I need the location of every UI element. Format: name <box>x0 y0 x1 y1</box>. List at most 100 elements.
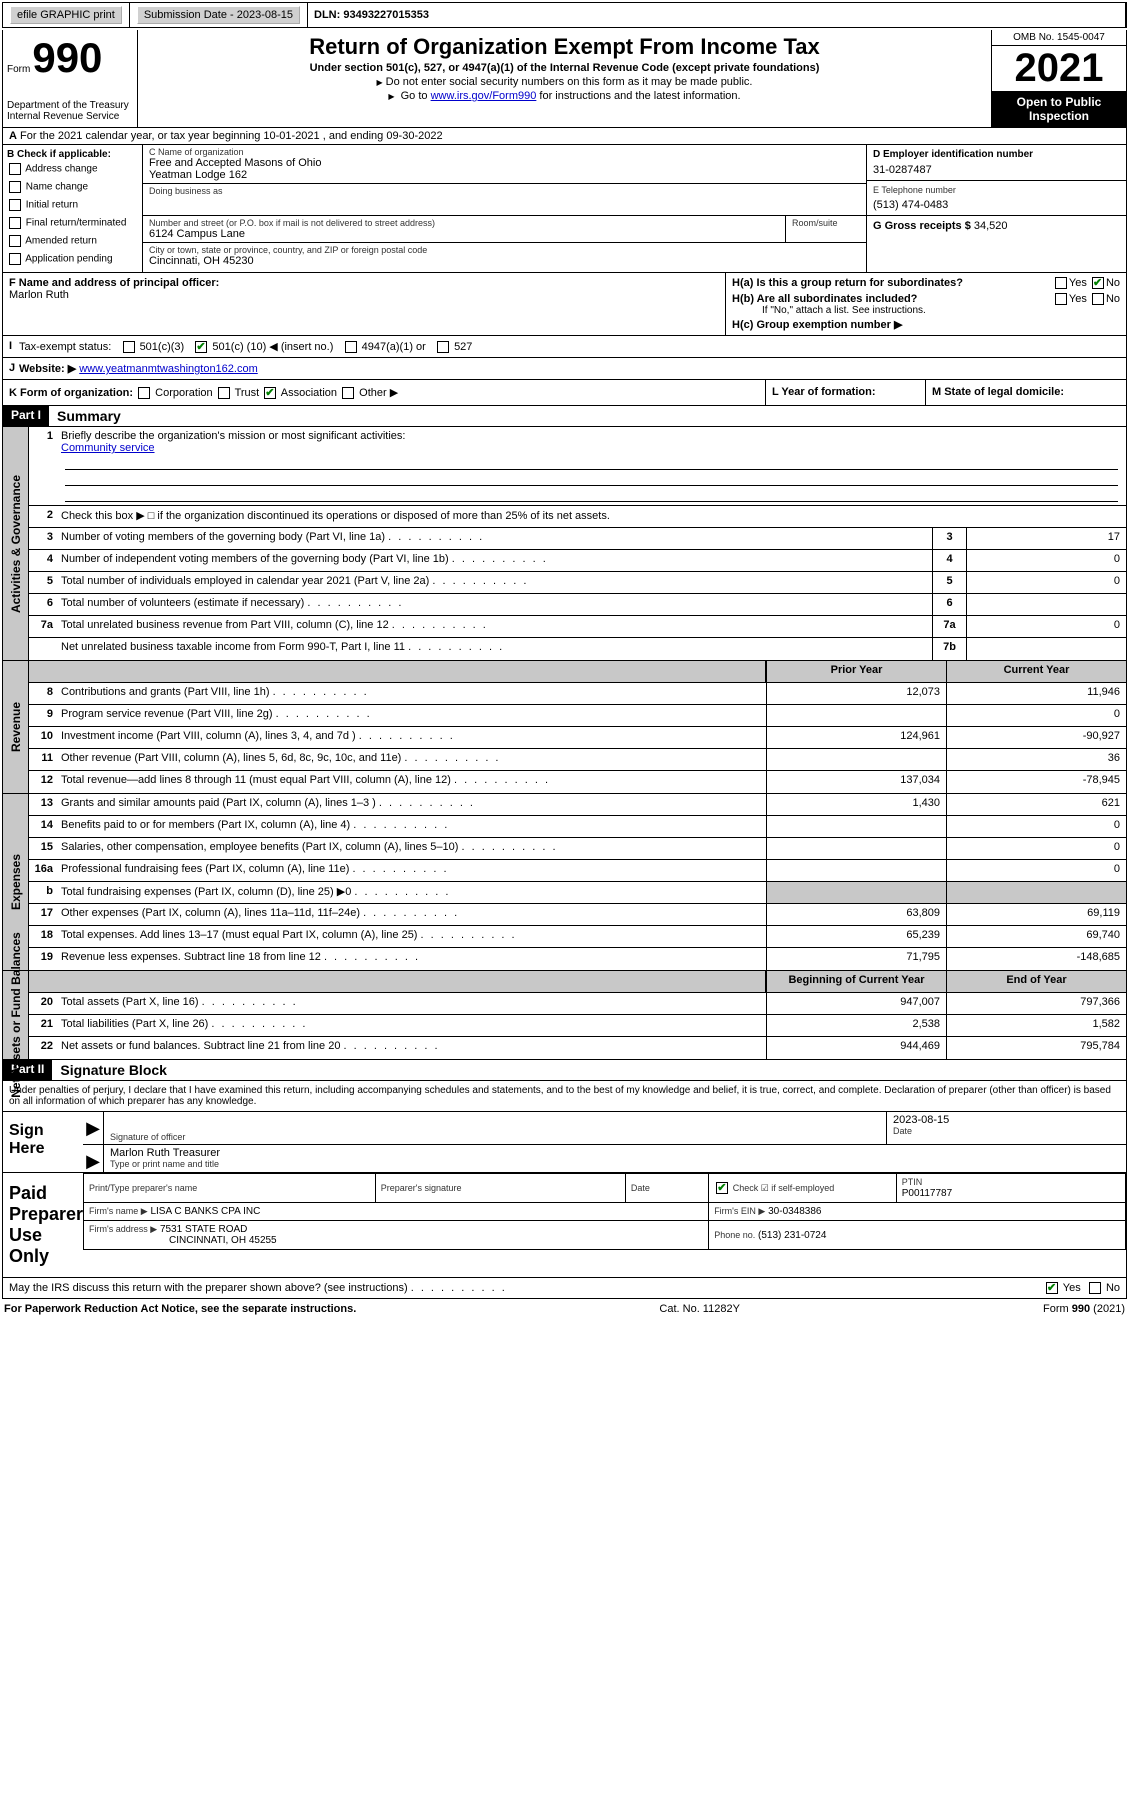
room-label: Room/suite <box>792 218 860 228</box>
table-row: 17Other expenses (Part IX, column (A), l… <box>29 904 1126 926</box>
table-row: 19Revenue less expenses. Subtract line 1… <box>29 948 1126 970</box>
ha-no[interactable] <box>1092 277 1104 289</box>
dba-label: Doing business as <box>149 186 860 196</box>
table-row: 14Benefits paid to or for members (Part … <box>29 816 1126 838</box>
col-prior: Prior Year <box>766 661 946 682</box>
dept-treasury: Department of the Treasury <box>7 100 133 111</box>
hb-label: H(b) Are all subordinates included? <box>732 293 917 305</box>
table-row: Net unrelated business taxable income fr… <box>29 638 1126 660</box>
row-j: J Website: ▶ www.yeatmanmtwashington162.… <box>2 358 1127 380</box>
subtitle-1: Under section 501(c), 527, or 4947(a)(1)… <box>146 62 983 74</box>
discuss-no[interactable] <box>1089 1282 1101 1294</box>
section-revenue: Revenue Prior Year Current Year 8Contrib… <box>2 661 1127 794</box>
chk-4947[interactable] <box>345 341 357 353</box>
top-toolbar: efile GRAPHIC print Submission Date - 20… <box>2 2 1127 28</box>
chk-assoc[interactable] <box>264 387 276 399</box>
line-2: Check this box ▶ □ if the organization d… <box>57 506 1126 527</box>
ha-yes[interactable] <box>1055 277 1067 289</box>
table-row: 11Other revenue (Part VIII, column (A), … <box>29 749 1126 771</box>
part-1-title: Summary <box>49 406 129 426</box>
table-row: 21Total liabilities (Part X, line 26) 2,… <box>29 1015 1126 1037</box>
footer-left: For Paperwork Reduction Act Notice, see … <box>4 1303 356 1315</box>
table-row: 5Total number of individuals employed in… <box>29 572 1126 594</box>
signature-intro: Under penalties of perjury, I declare th… <box>2 1081 1127 1112</box>
irs-label: Internal Revenue Service <box>7 111 133 122</box>
paid-preparer-label: Paid Preparer Use Only <box>3 1173 83 1277</box>
section-net-assets: Net Assets or Fund Balances Beginning of… <box>2 971 1127 1060</box>
street-label: Number and street (or P.O. box if mail i… <box>149 218 779 228</box>
side-net: Net Assets or Fund Balances <box>9 932 23 1098</box>
hb-note: If "No," attach a list. See instructions… <box>762 305 1120 316</box>
open-public-badge: Open to Public Inspection <box>992 91 1126 127</box>
chk-initial-return[interactable] <box>9 199 21 211</box>
row-i: I Tax-exempt status: 501(c)(3) 501(c) (1… <box>2 336 1127 358</box>
table-row: 9Program service revenue (Part VIII, lin… <box>29 705 1126 727</box>
chk-address-change[interactable] <box>9 163 21 175</box>
side-rev: Revenue <box>9 702 23 752</box>
col-b-checkboxes: B Check if applicable: Address change Na… <box>3 145 143 272</box>
hb-no[interactable] <box>1092 293 1104 305</box>
sig-arrow-icon: ▶ <box>83 1112 103 1144</box>
mission-link[interactable]: Community service <box>61 442 155 454</box>
omb-number: OMB No. 1545-0047 <box>992 30 1126 46</box>
submission-date-button[interactable]: Submission Date - 2023-08-15 <box>137 6 300 24</box>
table-row: 12Total revenue—add lines 8 through 11 (… <box>29 771 1126 793</box>
f-label: F Name and address of principal officer: <box>9 277 719 289</box>
irs-link[interactable]: www.irs.gov/Form990 <box>431 90 537 102</box>
col-end: End of Year <box>946 971 1126 992</box>
chk-corp[interactable] <box>138 387 150 399</box>
discuss-yes[interactable] <box>1046 1282 1058 1294</box>
form-word: Form <box>7 64 30 75</box>
part-1-header: Part I <box>3 406 49 426</box>
table-row: 20Total assets (Part X, line 16) 947,007… <box>29 993 1126 1015</box>
chk-self-emp[interactable] <box>716 1182 728 1194</box>
org-name-2: Yeatman Lodge 162 <box>149 169 860 181</box>
chk-final-return[interactable] <box>9 217 21 229</box>
dln-label: DLN: 93493227015353 <box>308 3 1126 27</box>
subtitle-3: Go to www.irs.gov/Form990 for instructio… <box>146 90 983 102</box>
table-row: 13Grants and similar amounts paid (Part … <box>29 794 1126 816</box>
chk-amended[interactable] <box>9 235 21 247</box>
table-row: bTotal fundraising expenses (Part IX, co… <box>29 882 1126 904</box>
hb-yes[interactable] <box>1055 293 1067 305</box>
g-label: G Gross receipts $ <box>873 220 971 232</box>
gross-receipts: 34,520 <box>974 220 1008 232</box>
table-row: 10Investment income (Part VIII, column (… <box>29 727 1126 749</box>
chk-501c[interactable] <box>195 341 207 353</box>
paid-preparer-block: Paid Preparer Use Only Print/Type prepar… <box>2 1173 1127 1278</box>
subtitle-2: Do not enter social security numbers on … <box>146 76 983 88</box>
e-label: E Telephone number <box>873 185 1120 195</box>
table-row: 4Number of independent voting members of… <box>29 550 1126 572</box>
hc-label: H(c) Group exemption number ▶ <box>732 319 902 331</box>
table-row: 15Salaries, other compensation, employee… <box>29 838 1126 860</box>
sign-here-block: Sign Here ▶ Signature of officer 2023-08… <box>2 1112 1127 1173</box>
chk-name-change[interactable] <box>9 181 21 193</box>
chk-other[interactable] <box>342 387 354 399</box>
form-title: Return of Organization Exempt From Incom… <box>146 34 983 60</box>
table-row: 16aProfessional fundraising fees (Part I… <box>29 860 1126 882</box>
chk-app-pending[interactable] <box>9 253 21 265</box>
city-value: Cincinnati, OH 45230 <box>149 255 860 267</box>
website-link[interactable]: www.yeatmanmtwashington162.com <box>79 363 258 375</box>
org-name-1: Free and Accepted Masons of Ohio <box>149 157 860 169</box>
c-name-label: C Name of organization <box>149 147 860 157</box>
footer-mid: Cat. No. 11282Y <box>659 1303 740 1315</box>
sign-here-label: Sign Here <box>3 1112 83 1172</box>
part-2-title: Signature Block <box>52 1060 175 1080</box>
side-gov: Activities & Governance <box>9 475 23 613</box>
col-beg: Beginning of Current Year <box>766 971 946 992</box>
m-label: M State of legal domicile: <box>932 386 1064 398</box>
table-row: 6Total number of volunteers (estimate if… <box>29 594 1126 616</box>
row-klm: K Form of organization: Corporation Trus… <box>2 380 1127 406</box>
tax-year: 2021 <box>992 46 1126 91</box>
efile-print-button[interactable]: efile GRAPHIC print <box>10 6 122 24</box>
chk-527[interactable] <box>437 341 449 353</box>
city-label: City or town, state or province, country… <box>149 245 860 255</box>
form-number: 990 <box>32 34 102 82</box>
chk-501c3[interactable] <box>123 341 135 353</box>
side-exp: Expenses <box>9 854 23 910</box>
sig-arrow-icon-2: ▶ <box>83 1145 103 1172</box>
street-value: 6124 Campus Lane <box>149 228 779 240</box>
chk-trust[interactable] <box>218 387 230 399</box>
footer-right: Form 990 (2021) <box>1043 1303 1125 1315</box>
